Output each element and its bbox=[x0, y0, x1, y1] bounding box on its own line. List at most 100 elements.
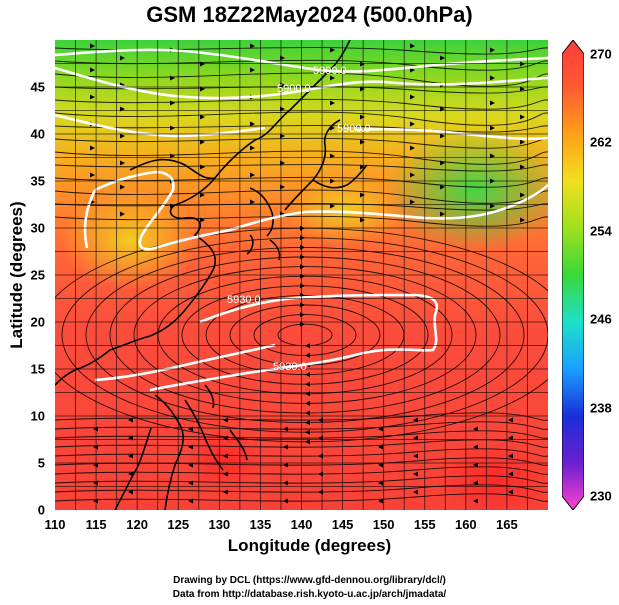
wind-arrow bbox=[250, 67, 255, 73]
wind-arrow bbox=[520, 217, 525, 223]
wind-arrow bbox=[200, 86, 205, 92]
streamline bbox=[55, 475, 548, 484]
wind-arrow bbox=[473, 498, 478, 504]
wind-arrow bbox=[473, 462, 478, 468]
x-tick-label: 140 bbox=[290, 517, 313, 532]
x-tick-label: 110 bbox=[44, 517, 66, 532]
wind-arrow bbox=[90, 145, 95, 151]
wind-arrow bbox=[413, 417, 418, 423]
wind-arrow bbox=[360, 139, 365, 145]
contour-label-layer: 5900.0 5900.0 5900.0 5930.0 5930.0 bbox=[227, 65, 371, 373]
x-tick-label: 165 bbox=[496, 517, 518, 532]
wind-arrow bbox=[330, 125, 335, 131]
streamline bbox=[55, 448, 548, 457]
wind-arrow bbox=[128, 489, 133, 495]
wind-arrow bbox=[410, 43, 415, 49]
wind-arrow bbox=[490, 125, 495, 131]
y-tick-label: 45 bbox=[30, 79, 45, 95]
wind-arrow bbox=[440, 211, 445, 217]
wind-arrow bbox=[360, 217, 365, 223]
y-tick-label: 40 bbox=[30, 126, 45, 142]
streamline bbox=[55, 164, 548, 172]
wind-arrow bbox=[410, 172, 415, 178]
wind-arrow bbox=[250, 121, 255, 127]
streamline bbox=[55, 150, 548, 165]
colorbar-tick-label: 230 bbox=[590, 488, 612, 504]
wind-arrow bbox=[170, 100, 175, 106]
wind-arrow bbox=[413, 489, 418, 495]
y-axis-label: Latitude (degrees) bbox=[7, 201, 26, 349]
wind-arrow bbox=[305, 429, 310, 435]
credit-data: Data from http://database.rish.kyoto-u.a… bbox=[172, 589, 447, 600]
wind-arrow bbox=[490, 75, 495, 81]
wind-arrow bbox=[473, 480, 478, 486]
wind-arrow bbox=[378, 426, 383, 432]
wind-arrow bbox=[128, 453, 133, 459]
wind-arrow bbox=[440, 184, 445, 190]
wind-arrow bbox=[378, 498, 383, 504]
y-tick-label: 0 bbox=[37, 502, 45, 518]
wind-arrow bbox=[360, 192, 365, 198]
wind-arrow bbox=[188, 480, 193, 486]
wind-arrow bbox=[508, 471, 513, 477]
wind-arrow bbox=[440, 160, 445, 166]
streamline bbox=[277, 323, 333, 347]
wind-arrow bbox=[330, 100, 335, 106]
wind-arrow bbox=[305, 410, 310, 416]
wind-arrow bbox=[378, 480, 383, 486]
wind-arrow bbox=[490, 47, 495, 53]
wind-arrow bbox=[200, 217, 205, 223]
wind-arrow bbox=[410, 199, 415, 205]
streamline bbox=[55, 98, 548, 110]
y-tick-label: 15 bbox=[30, 361, 45, 377]
wind-arrow bbox=[520, 114, 525, 120]
wind-arrow bbox=[360, 61, 365, 67]
streamline bbox=[55, 493, 548, 502]
streamline bbox=[133, 266, 477, 404]
wind-arrow bbox=[93, 462, 98, 468]
wind-arrow bbox=[440, 55, 445, 61]
wind-arrow bbox=[200, 192, 205, 198]
x-tick-label: 155 bbox=[413, 517, 436, 532]
credit-drawing: Drawing by DCL (https://www.gfd-dennou.o… bbox=[173, 575, 446, 586]
streamline bbox=[85, 246, 525, 424]
temperature-field bbox=[55, 40, 548, 510]
wind-arrow bbox=[508, 489, 513, 495]
wind-arrow bbox=[490, 100, 495, 106]
streamline bbox=[55, 466, 548, 475]
wind-arrow bbox=[508, 417, 513, 423]
contour-label: 5900.0 bbox=[313, 65, 347, 77]
wind-arrow bbox=[410, 145, 415, 151]
wind-arrow bbox=[120, 133, 125, 139]
wind-arrow bbox=[128, 417, 133, 423]
wind-arrow bbox=[93, 426, 98, 432]
x-tick-label: 150 bbox=[372, 517, 395, 532]
wind-arrow bbox=[250, 172, 255, 178]
wind-arrow bbox=[305, 400, 310, 406]
x-tick-label: 115 bbox=[85, 517, 107, 532]
wind-arrow bbox=[508, 453, 513, 459]
wind-arrow bbox=[223, 453, 228, 459]
wind-arrow bbox=[90, 67, 95, 73]
y-tick-label: 25 bbox=[30, 267, 45, 283]
map-panel: 5900.0 5900.0 5900.0 5930.0 5930.0 bbox=[55, 40, 548, 510]
wind-arrow bbox=[330, 47, 335, 53]
wind-arrow bbox=[120, 184, 125, 190]
colorbar-tick-label: 238 bbox=[590, 400, 612, 416]
wind-arrow bbox=[223, 489, 228, 495]
wind-arrow bbox=[250, 145, 255, 151]
streamline bbox=[55, 412, 548, 421]
wind-arrow bbox=[200, 139, 205, 145]
wind-arrow bbox=[305, 420, 310, 426]
wind-arrow bbox=[223, 471, 228, 477]
streamline bbox=[55, 484, 548, 493]
streamline bbox=[109, 256, 501, 414]
wind-arrow bbox=[120, 160, 125, 166]
x-tick-label: 145 bbox=[331, 517, 354, 532]
streamline bbox=[55, 421, 548, 430]
wind-arrow bbox=[283, 444, 288, 450]
y-tick-label: 20 bbox=[30, 314, 45, 330]
streamline bbox=[55, 111, 548, 126]
streamline bbox=[55, 86, 548, 94]
wind-arrow bbox=[223, 417, 228, 423]
